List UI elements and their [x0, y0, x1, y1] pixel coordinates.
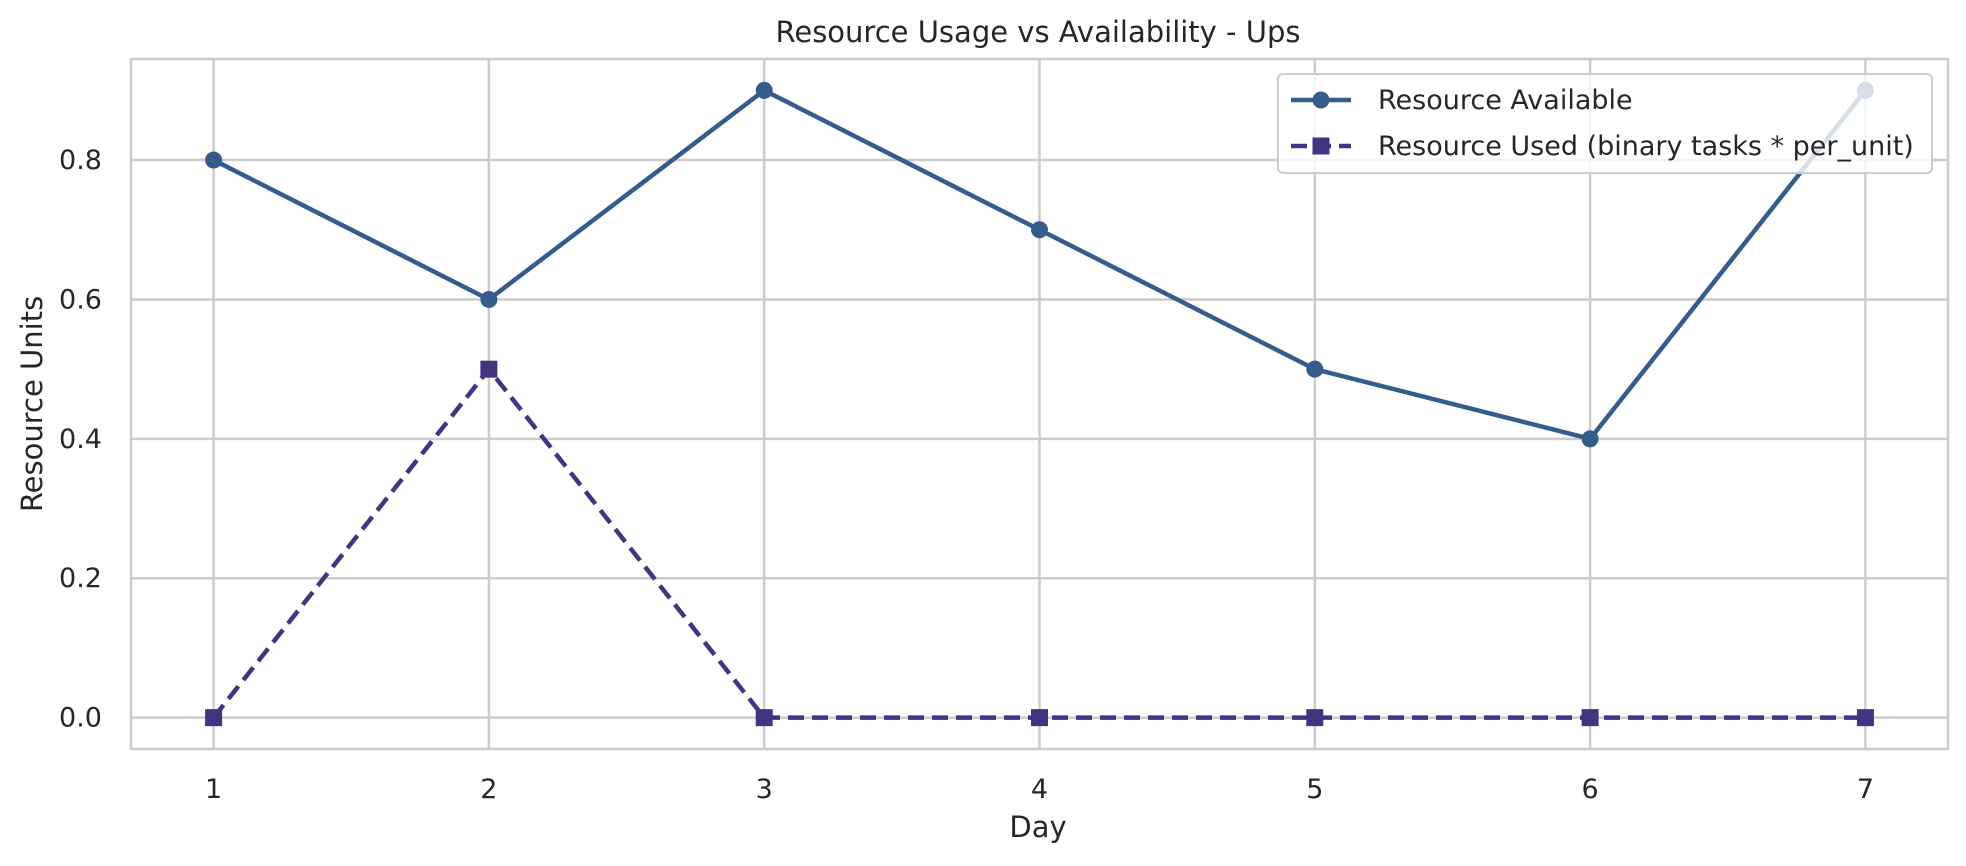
- data-point: [480, 290, 498, 308]
- y-tick-label: 0.8: [59, 145, 102, 176]
- legend-marker: [1312, 137, 1330, 155]
- x-tick-label: 1: [205, 774, 222, 805]
- chart-title: Resource Usage vs Availability - Ups: [776, 15, 1301, 49]
- y-tick-label: 0.6: [59, 284, 102, 315]
- data-point: [205, 709, 223, 727]
- x-tick-label: 5: [1306, 774, 1323, 805]
- data-point: [1306, 709, 1324, 727]
- x-tick-label: 3: [756, 774, 773, 805]
- x-tick-label: 2: [480, 774, 497, 805]
- plot-frame: [129, 57, 1950, 751]
- legend-box: [1277, 73, 1933, 174]
- data-point: [205, 151, 223, 169]
- x-tick-label: 7: [1857, 774, 1874, 805]
- y-tick-label: 0.0: [59, 703, 102, 734]
- data-point: [755, 81, 773, 99]
- legend-marker: [1312, 91, 1330, 109]
- legend-label: Resource Available: [1378, 85, 1633, 116]
- data-point: [1581, 430, 1599, 448]
- data-point: [1031, 709, 1048, 727]
- legend-label: Resource Used (binary tasks * per_unit): [1378, 131, 1914, 162]
- tick-labels: 1 2 3 4 5 6 7 0.0 0.2 0.4 0.6 0.8: [59, 145, 1874, 805]
- x-tick-label: 4: [1031, 774, 1048, 805]
- data-point: [1581, 709, 1599, 727]
- data-point: [1306, 360, 1324, 378]
- y-tick-label: 0.2: [59, 563, 102, 594]
- data-point: [480, 360, 498, 378]
- x-axis-label: Day: [1009, 810, 1066, 844]
- x-tick-label: 6: [1582, 774, 1599, 805]
- y-axis-label: Resource Units: [15, 296, 49, 512]
- series-2: [205, 360, 1874, 727]
- y-tick-label: 0.4: [59, 424, 102, 455]
- data-point: [755, 709, 773, 727]
- data-point: [1031, 221, 1048, 239]
- data-point: [1856, 709, 1874, 727]
- legend: Resource Available Resource Used (binary …: [1277, 73, 1933, 174]
